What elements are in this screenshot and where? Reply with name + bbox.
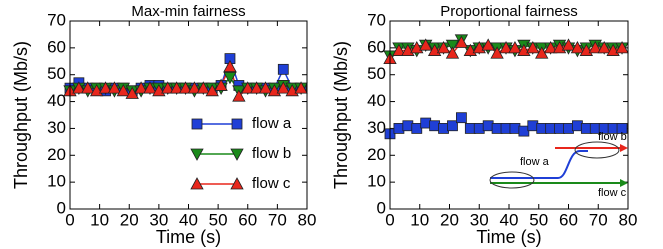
y-tick-label: 50 — [47, 64, 66, 83]
marker — [555, 123, 565, 133]
marker — [447, 121, 457, 131]
y-axis-label: Throughput (Mb/s) — [331, 41, 351, 189]
y-tick-label: 50 — [367, 64, 386, 83]
legend-label: flow c — [252, 175, 291, 192]
legend-label: flow b — [252, 145, 291, 162]
legend-label: flow a — [252, 115, 292, 132]
x-tick-label: 0 — [385, 210, 394, 229]
marker — [510, 123, 520, 133]
marker — [528, 121, 538, 131]
marker — [430, 121, 440, 131]
y-axis-label: Throughput (Mb/s) — [11, 41, 31, 189]
x-tick-label: 80 — [619, 210, 638, 229]
chart-title: Max-min fairness — [131, 3, 245, 20]
x-axis-label: Time (s) — [156, 227, 221, 247]
marker — [492, 123, 502, 133]
x-tick-label: 80 — [298, 210, 317, 229]
marker — [403, 121, 413, 131]
y-tick-label: 60 — [367, 37, 386, 56]
marker — [192, 119, 202, 129]
y-tick-label: 10 — [367, 172, 386, 191]
x-axis-label: Time (s) — [476, 227, 541, 247]
x-tick-label: 60 — [238, 210, 257, 229]
x-tick-label: 40 — [179, 210, 198, 229]
inset-label: flow a — [520, 156, 550, 168]
marker — [394, 123, 404, 133]
x-tick-label: 60 — [559, 210, 578, 229]
y-tick-label: 30 — [367, 118, 386, 137]
x-tick-label: 70 — [268, 210, 287, 229]
x-tick-label: 0 — [65, 210, 74, 229]
y-tick-label: 60 — [47, 37, 66, 56]
marker — [537, 123, 547, 133]
marker — [572, 121, 582, 131]
y-tick-label: 40 — [367, 91, 386, 110]
y-tick-label: 10 — [47, 172, 66, 191]
marker — [474, 123, 484, 133]
x-tick-label: 30 — [470, 210, 489, 229]
marker — [456, 113, 466, 123]
marker — [564, 123, 574, 133]
x-tick-label: 50 — [529, 210, 548, 229]
page: {"chart_data": [ {"type": "line", "title… — [0, 0, 663, 249]
inset-arrowhead — [620, 179, 628, 187]
marker — [421, 118, 431, 128]
y-tick-label: 20 — [367, 145, 386, 164]
marker — [232, 119, 242, 129]
y-tick-label: 40 — [47, 91, 66, 110]
inset-arrowhead — [620, 144, 628, 152]
x-tick-label: 30 — [149, 210, 168, 229]
y-tick-label: 30 — [47, 118, 66, 137]
y-tick-label: 0 — [57, 198, 66, 217]
marker — [501, 123, 511, 133]
marker — [439, 123, 449, 133]
x-tick-label: 40 — [500, 210, 519, 229]
y-tick-label: 20 — [47, 145, 66, 164]
x-tick-label: 10 — [90, 210, 109, 229]
marker — [465, 123, 475, 133]
x-tick-label: 10 — [410, 210, 429, 229]
chart-title: Proportional fairness — [440, 3, 578, 20]
marker — [483, 121, 493, 131]
marker — [519, 126, 529, 136]
x-tick-label: 20 — [120, 210, 139, 229]
inset-label: flow b — [598, 131, 627, 143]
marker — [412, 123, 422, 133]
x-tick-label: 70 — [589, 210, 608, 229]
marker — [546, 123, 556, 133]
x-tick-label: 50 — [209, 210, 228, 229]
marker — [581, 123, 591, 133]
inset-tube — [490, 172, 534, 188]
x-tick-label: 20 — [440, 210, 459, 229]
y-tick-label: 70 — [47, 10, 66, 29]
figure: Max-min fairness Time (s) Throughput (Mb/s… — [0, 0, 663, 249]
marker — [278, 64, 288, 74]
inset-label: flow c — [598, 187, 627, 199]
y-tick-label: 70 — [367, 10, 386, 29]
y-tick-label: 0 — [377, 198, 386, 217]
